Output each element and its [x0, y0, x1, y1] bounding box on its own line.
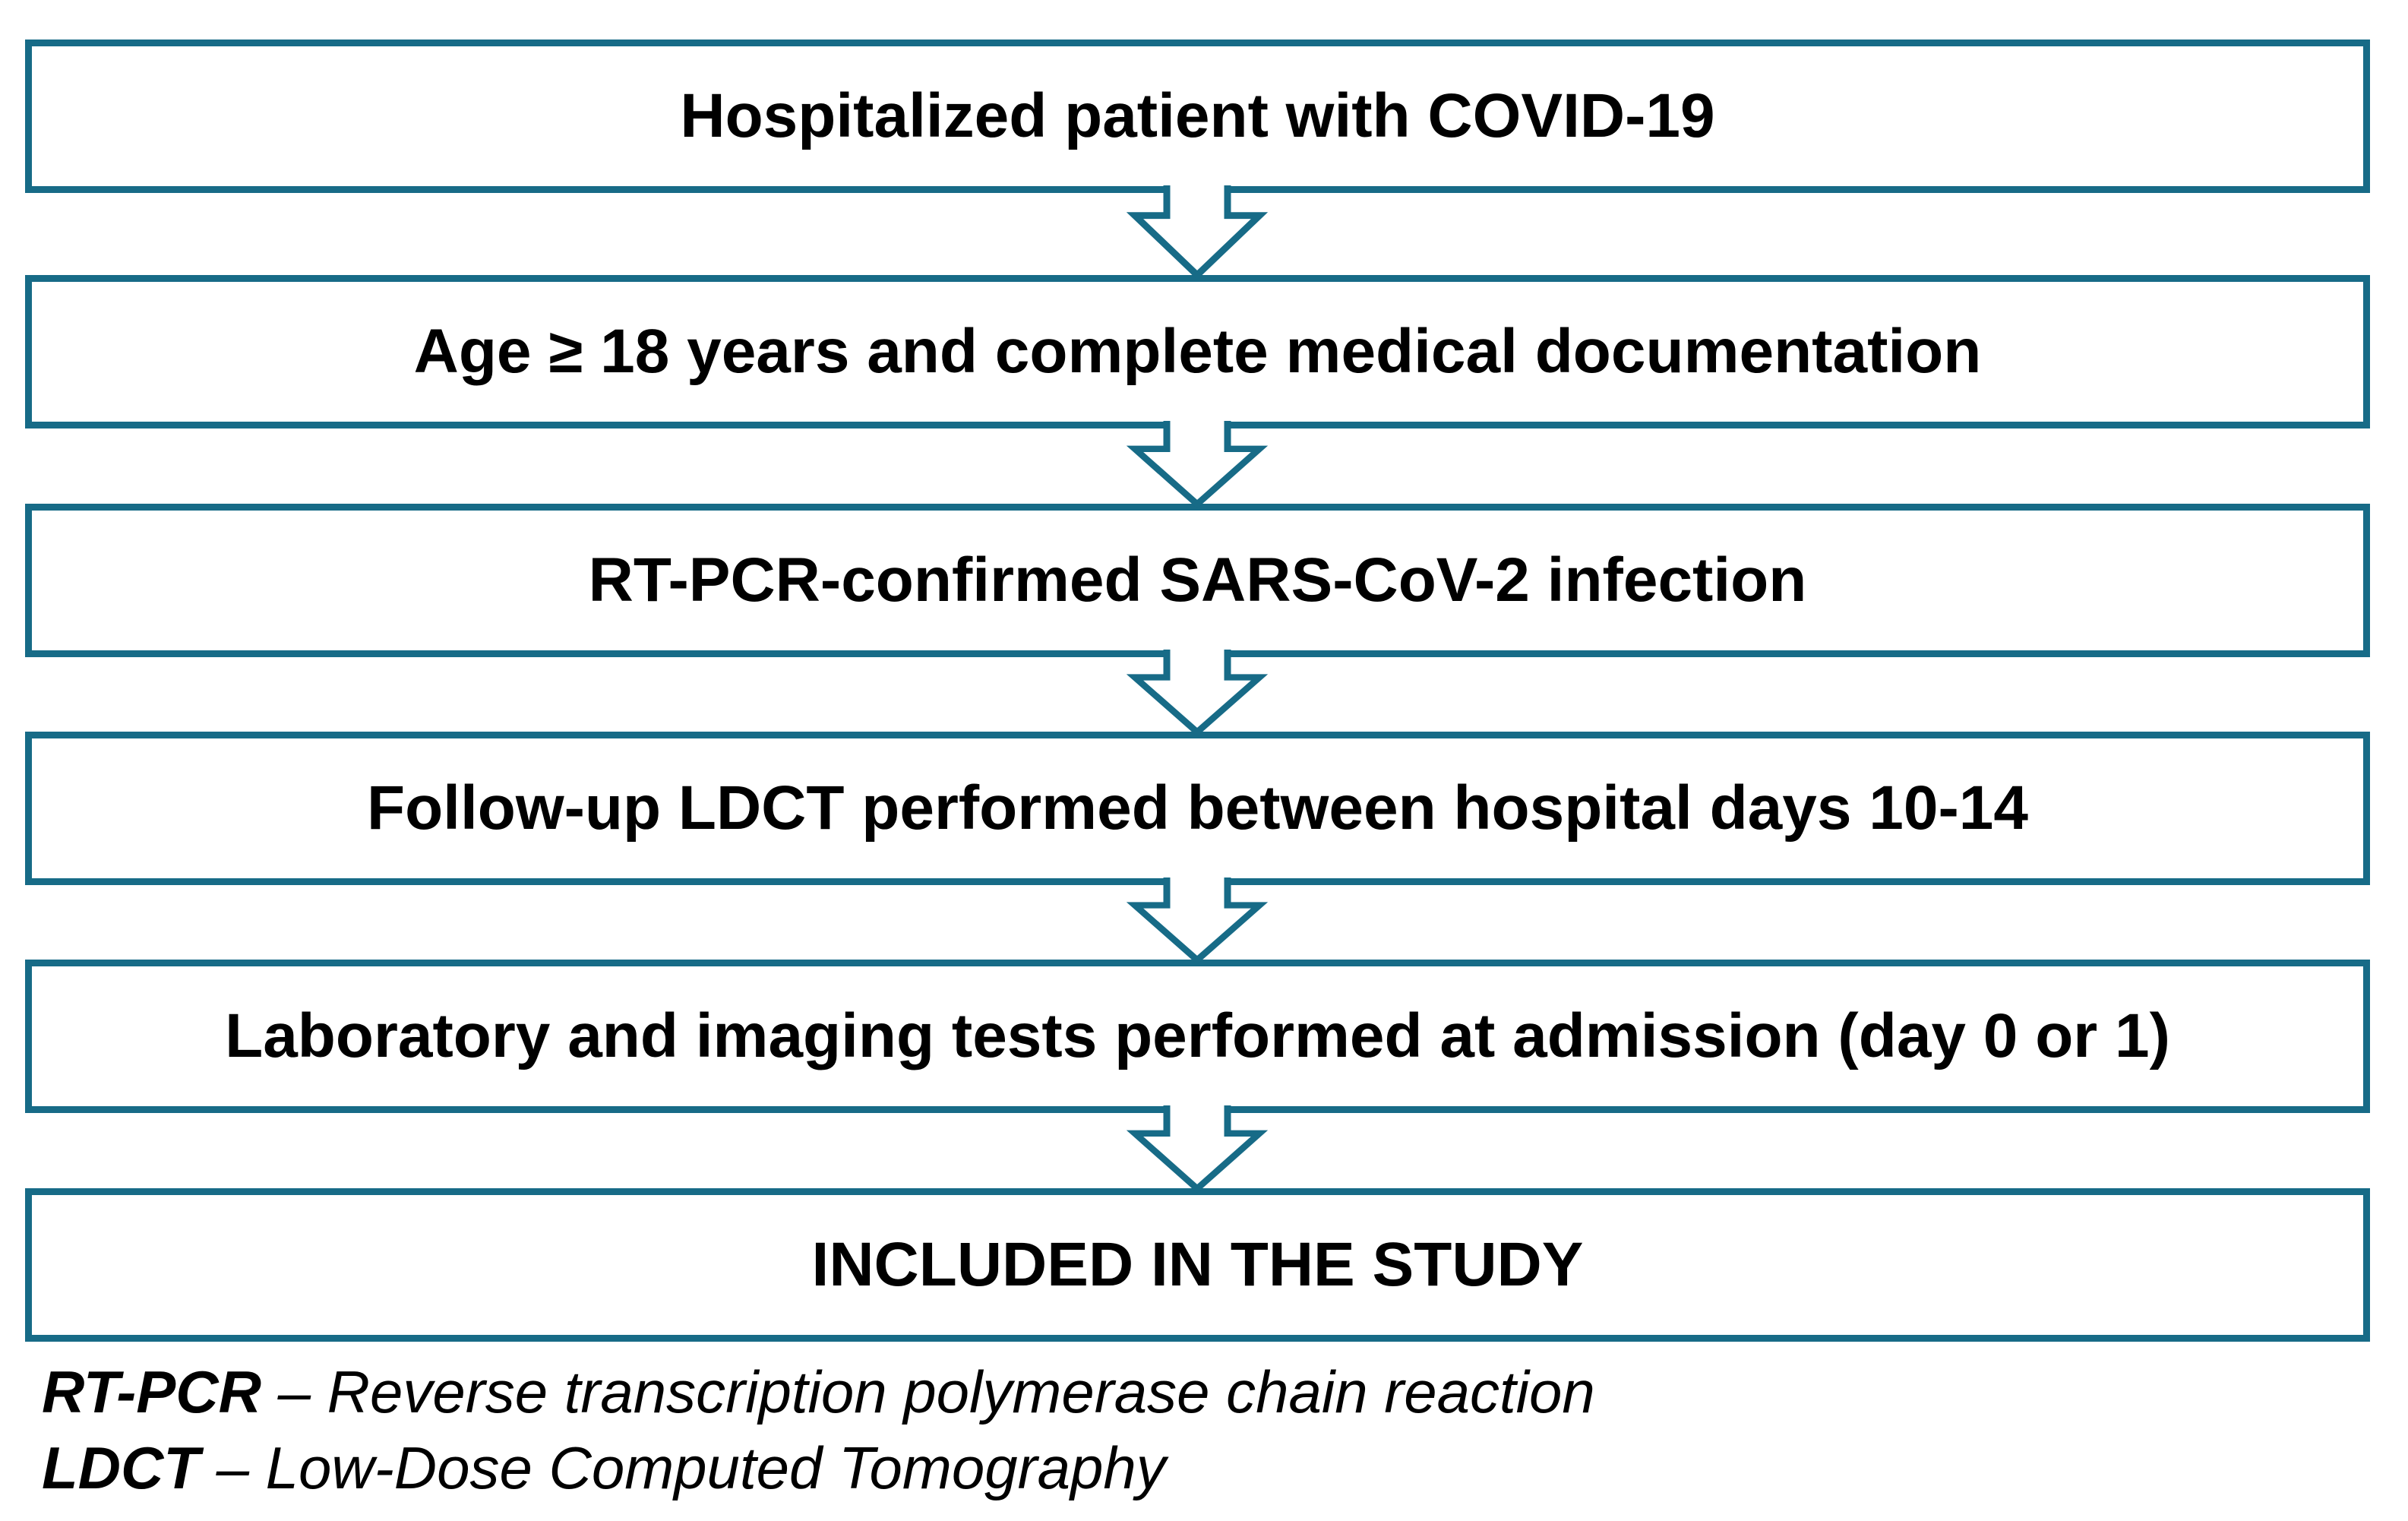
footnote-ldct: LDCT – Low-Dose Computed Tomography: [42, 1430, 2366, 1506]
down-arrow-icon: [1121, 421, 1273, 509]
flow-step-label: Age ≥ 18 years and complete medical docu…: [413, 316, 1982, 386]
flow-step-label: Hospitalized patient with COVID-19: [680, 81, 1715, 150]
flow-step-label: Laboratory and imaging tests performed a…: [225, 1001, 2170, 1070]
footnote-rt-pcr: RT-PCR – Reverse transcription polymeras…: [42, 1354, 2366, 1430]
flow-step-rtpcr-confirmed: RT-PCR-confirmed SARS-CoV-2 infection: [25, 504, 2370, 657]
flow-step-hospitalized-patient: Hospitalized patient with COVID-19: [25, 40, 2370, 193]
down-arrow-icon: [1121, 878, 1273, 965]
down-arrow-icon: [1121, 650, 1273, 737]
flow-step-label: RT-PCR-confirmed SARS-CoV-2 infection: [588, 545, 1807, 615]
abbreviation-footnotes: RT-PCR – Reverse transcription polymeras…: [42, 1354, 2366, 1506]
flow-step-admission-tests: Laboratory and imaging tests performed a…: [25, 960, 2370, 1113]
flow-step-label: Follow-up LDCT performed between hospita…: [367, 773, 2028, 843]
down-arrow-icon: [1121, 1105, 1273, 1194]
flow-step-included-in-study: INCLUDED IN THE STUDY: [25, 1188, 2370, 1342]
flow-step-label: INCLUDED IN THE STUDY: [811, 1229, 1584, 1299]
footnote-abbr: RT-PCR: [42, 1358, 261, 1425]
footnote-abbr: LDCT: [42, 1434, 200, 1501]
footnote-definition: – Low-Dose Computed Tomography: [199, 1434, 1166, 1501]
footnote-definition: – Reverse transcription polymerase chain…: [261, 1358, 1595, 1425]
flow-step-followup-ldct: Follow-up LDCT performed between hospita…: [25, 732, 2370, 885]
down-arrow-icon: [1121, 185, 1273, 280]
flow-step-age-documentation: Age ≥ 18 years and complete medical docu…: [25, 275, 2370, 428]
